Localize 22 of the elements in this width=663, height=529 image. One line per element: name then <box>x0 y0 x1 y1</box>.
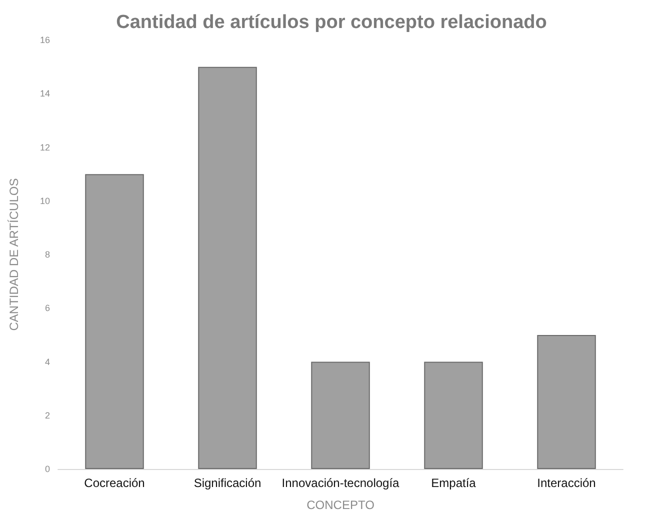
x-tick-label: Innovación-tecnología <box>282 476 400 490</box>
y-tick-label: 12 <box>40 142 50 152</box>
y-tick-label: 0 <box>44 464 50 474</box>
bar <box>311 362 370 469</box>
y-tick-label: 4 <box>44 356 50 367</box>
x-tick-label: Empatía <box>431 476 476 490</box>
y-tick-label: 16 <box>40 35 50 45</box>
y-tick-label: 8 <box>44 250 50 260</box>
x-axis-title: CONCEPTO <box>306 498 374 512</box>
bar <box>85 174 144 469</box>
bar <box>424 362 483 469</box>
y-axis-title: CANTIDAD DE ARTÍCULOS <box>7 178 21 331</box>
y-tick-label: 14 <box>40 88 50 99</box>
y-tick-label: 10 <box>40 196 50 206</box>
y-tick-label: 2 <box>44 410 50 420</box>
x-tick-label: Interacción <box>537 476 596 490</box>
y-tick-label: 6 <box>44 303 50 314</box>
x-tick-label: Cocreación <box>84 476 145 490</box>
bar <box>537 334 596 469</box>
bar <box>198 66 257 469</box>
x-tick-label: Significación <box>194 476 262 490</box>
chart-title: Cantidad de artículos por concepto relacionado <box>116 12 547 33</box>
